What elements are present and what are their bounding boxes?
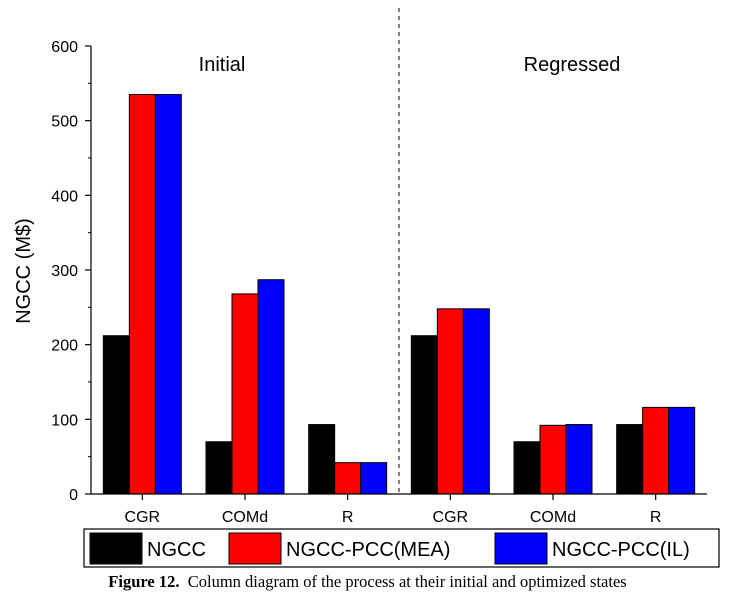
y-tick-label-400: 400: [51, 188, 78, 205]
y-tick-label-100: 100: [51, 412, 78, 429]
bar-ngcc-pcc-il--0: [154, 94, 182, 495]
legend: NGCC NGCC-PCC(MEA) NGCC-PCC(IL): [83, 528, 720, 568]
y-axis-label: NGCC (M$): [13, 218, 35, 324]
bar-ngcc-pcc-mea--3: [436, 308, 464, 495]
bar-ngcc-pcc-il--2: [360, 462, 388, 495]
bar-ngcc-4: [513, 441, 541, 495]
legend-swatch-ngcc-pcc-mea-: [228, 532, 282, 565]
legend-label-ngcc-pcc-mea-: NGCC-PCC(MEA): [286, 539, 450, 561]
bar-ngcc-pcc-il--1: [257, 279, 285, 495]
legend-label-ngcc: NGCC: [147, 539, 206, 561]
y-tick-label-0: 0: [69, 487, 78, 504]
x-tick-label-3: CGR: [433, 509, 469, 526]
bar-ngcc-pcc-mea--1: [231, 293, 259, 495]
bar-ngcc-5: [616, 424, 644, 495]
legend-label-ngcc-pcc-il-: NGCC-PCC(IL): [552, 539, 690, 561]
plot-area: 0 100 200 300 400 500 600 CGR COMd R CGR COMd R: [51, 8, 707, 526]
x-tick-label-5: R: [650, 509, 662, 526]
legend-box: [83, 528, 720, 568]
group-label-initial: Initial: [199, 54, 246, 76]
group-label-regressed: Regressed: [524, 54, 621, 76]
x-tick-label-2: R: [342, 509, 354, 526]
bar-ngcc-1: [205, 441, 233, 495]
bar-ngcc-pcc-il--5: [668, 406, 696, 495]
legend-swatch-ngcc-pcc-il-: [494, 532, 548, 565]
bar-ngcc-3: [410, 335, 438, 495]
legend-swatch-ngcc: [89, 532, 143, 565]
caption-label: Figure 12.: [108, 572, 180, 591]
y-tick-label-500: 500: [51, 114, 78, 131]
figure-caption: Figure 12. Column diagram of the process…: [0, 572, 735, 592]
bar-ngcc-0: [102, 335, 130, 495]
bar-ngcc-pcc-il--3: [462, 308, 490, 495]
bar-ngcc-2: [308, 424, 336, 495]
x-tick-label-1: COMd: [222, 509, 268, 526]
bar-chart: 0 100 200 300 400 500 600 CGR COMd R CGR COMd R NGCC…: [13, 8, 720, 568]
x-tick-label-0: CGR: [125, 509, 161, 526]
bar-ngcc-pcc-mea--4: [539, 424, 567, 495]
y-tick-label-300: 300: [51, 263, 78, 280]
bar-ngcc-pcc-mea--5: [642, 406, 670, 495]
x-tick-label-4: COMd: [530, 509, 576, 526]
bar-ngcc-pcc-mea--2: [334, 462, 362, 495]
caption-text: Column diagram of the process at their i…: [187, 572, 627, 591]
bar-ngcc-pcc-il--4: [565, 424, 593, 495]
y-tick-label-200: 200: [51, 338, 78, 355]
y-tick-label-600: 600: [51, 39, 78, 56]
bar-ngcc-pcc-mea--0: [128, 94, 156, 495]
